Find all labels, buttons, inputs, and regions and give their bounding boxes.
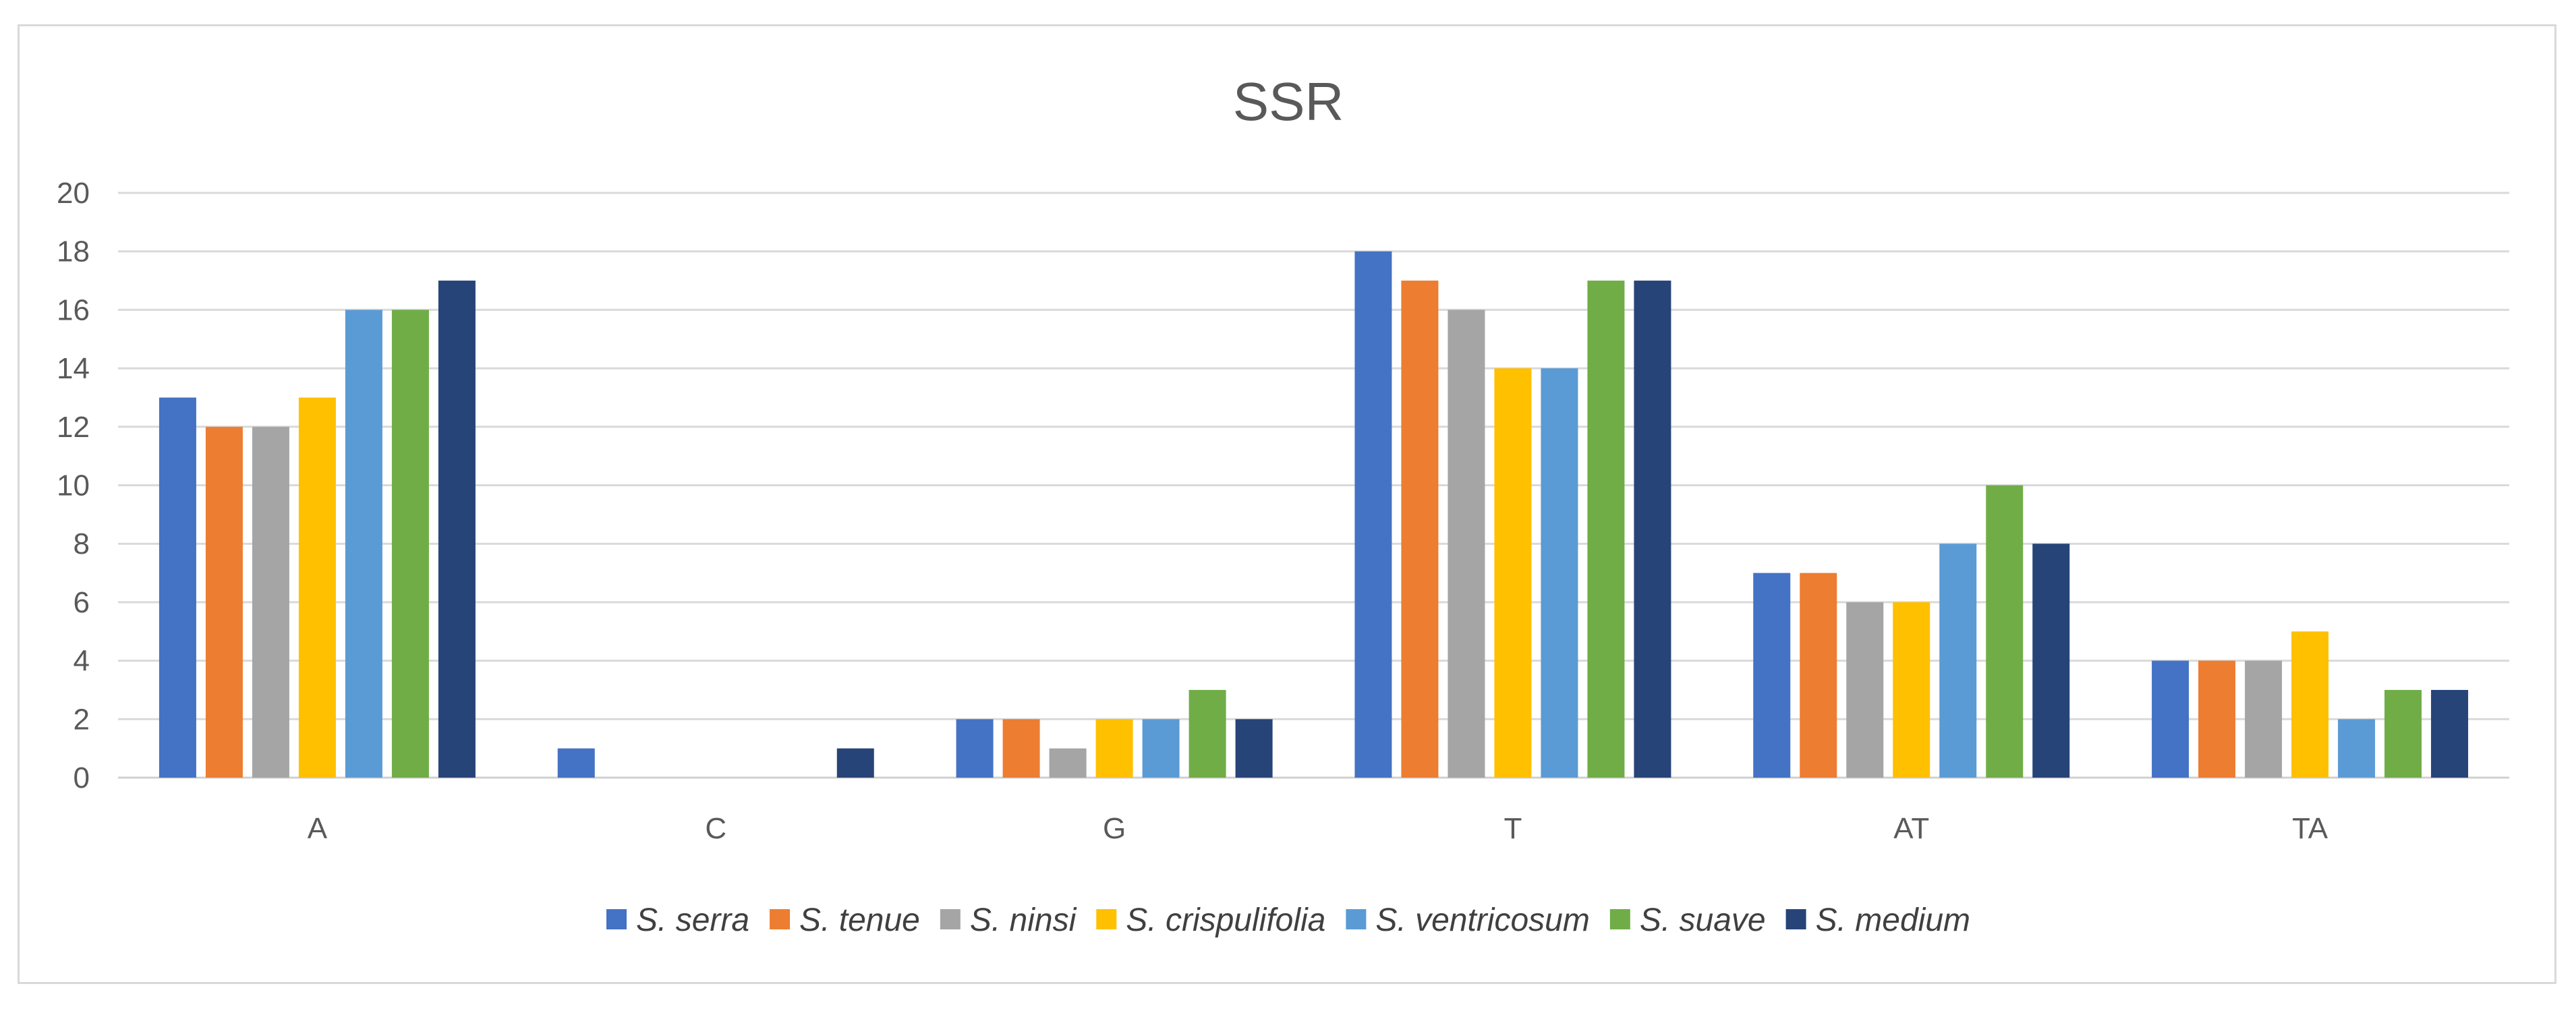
legend-item: S. suave bbox=[1609, 902, 1766, 938]
legend-item: S. ventricosum bbox=[1346, 902, 1590, 938]
bar bbox=[557, 748, 595, 778]
bar bbox=[1800, 573, 1837, 778]
y-tick-label: 16 bbox=[57, 293, 90, 326]
bar bbox=[345, 310, 382, 778]
bar bbox=[1634, 281, 1671, 778]
y-tick-label: 2 bbox=[74, 703, 90, 736]
bar bbox=[2152, 660, 2189, 778]
bar bbox=[1846, 602, 1884, 778]
y-tick-label: 4 bbox=[74, 645, 90, 678]
bar bbox=[1235, 719, 1273, 778]
bar bbox=[2384, 689, 2422, 778]
bar bbox=[1354, 251, 1392, 778]
legend-item: S. crispulifolia bbox=[1096, 902, 1325, 938]
gridlines bbox=[118, 192, 2509, 779]
chart-title: SSR bbox=[1233, 71, 1344, 132]
legend-label: S. ninsi bbox=[970, 902, 1077, 938]
bar bbox=[2291, 631, 2329, 778]
x-tick-label: A bbox=[308, 812, 328, 845]
bar bbox=[438, 281, 476, 778]
legend: S. serra S. tenue S. ninsi S. crispulifolia… bbox=[606, 902, 1970, 938]
legend-item: S. medium bbox=[1785, 902, 1970, 938]
y-tick-label: 20 bbox=[57, 177, 90, 210]
bar bbox=[1986, 485, 2024, 778]
bar bbox=[1494, 368, 1532, 778]
bar bbox=[1189, 689, 1226, 778]
bar bbox=[1142, 719, 1180, 778]
y-tick-label: 10 bbox=[57, 469, 90, 502]
bar bbox=[1753, 573, 1791, 778]
bar bbox=[1401, 281, 1439, 778]
x-tick-label: T bbox=[1504, 812, 1522, 845]
legend-item: S. tenue bbox=[770, 902, 920, 938]
bar bbox=[391, 310, 429, 778]
bar bbox=[1939, 544, 1977, 778]
y-tick-label: 6 bbox=[74, 586, 90, 619]
bar bbox=[1095, 719, 1133, 778]
bar bbox=[1448, 310, 1485, 778]
y-axis-ticks: 0 2 4 6 8 10 12 14 16 18 20 bbox=[57, 177, 90, 795]
x-tick-label: C bbox=[705, 812, 726, 845]
legend-swatch bbox=[770, 909, 791, 929]
legend-label: S. tenue bbox=[799, 902, 920, 938]
y-tick-label: 14 bbox=[57, 352, 90, 385]
bar bbox=[2198, 660, 2236, 778]
bar bbox=[1893, 602, 1930, 778]
legend-label: S. medium bbox=[1816, 902, 1970, 938]
bar bbox=[1002, 719, 1040, 778]
legend-label: S. ventricosum bbox=[1375, 902, 1589, 938]
bar bbox=[2245, 660, 2283, 778]
legend-label: S. crispulifolia bbox=[1126, 902, 1325, 938]
legend-swatch bbox=[1096, 909, 1117, 929]
legend-item: S. ninsi bbox=[940, 902, 1077, 938]
bar bbox=[252, 426, 289, 778]
bar bbox=[2431, 689, 2469, 778]
bars bbox=[159, 251, 2469, 778]
y-tick-label: 18 bbox=[57, 235, 90, 268]
bar bbox=[1541, 368, 1578, 778]
bar bbox=[159, 397, 196, 778]
legend-label: S. suave bbox=[1640, 902, 1766, 938]
x-tick-label: G bbox=[1103, 812, 1126, 845]
y-tick-label: 12 bbox=[57, 411, 90, 444]
legend-swatch bbox=[1609, 909, 1630, 929]
bar bbox=[1049, 748, 1087, 778]
bar bbox=[298, 397, 336, 778]
x-tick-label: AT bbox=[1893, 812, 1929, 845]
legend-swatch bbox=[606, 909, 627, 929]
legend-swatch bbox=[1785, 909, 1806, 929]
x-axis-ticks: A C G T AT TA bbox=[308, 812, 2328, 845]
legend-item: S. serra bbox=[606, 902, 749, 938]
legend-swatch bbox=[940, 909, 961, 929]
bar bbox=[2032, 544, 2070, 778]
bar bbox=[836, 748, 874, 778]
bar bbox=[2338, 719, 2376, 778]
y-tick-label: 0 bbox=[74, 761, 90, 795]
bar bbox=[205, 426, 243, 778]
bar bbox=[1587, 281, 1625, 778]
legend-swatch bbox=[1346, 909, 1367, 929]
legend-label: S. serra bbox=[636, 902, 749, 938]
y-tick-label: 8 bbox=[74, 527, 90, 560]
x-tick-label: TA bbox=[2292, 812, 2328, 845]
bar bbox=[956, 719, 994, 778]
